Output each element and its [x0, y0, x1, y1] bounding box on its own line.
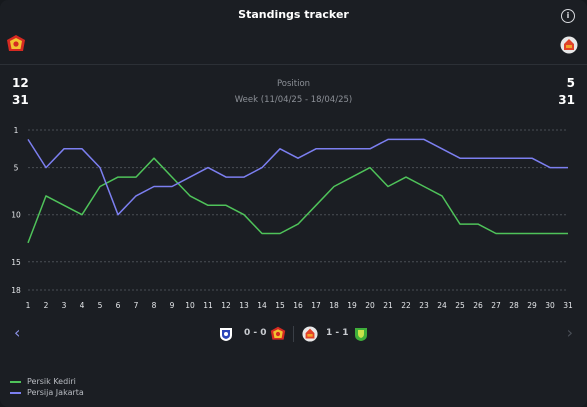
right-team-week: 31: [558, 93, 575, 107]
match-score: 0 - 0: [244, 328, 267, 338]
x-tick-label: 23: [419, 301, 429, 310]
legend-label: Persik Kediri: [27, 377, 76, 386]
right-team-current-position: 5: [566, 76, 575, 90]
previous-week-button[interactable]: ‹: [14, 323, 21, 342]
y-tick-label: 18: [11, 286, 21, 295]
chart-legend: Persik Kediri Persija Jakarta: [10, 376, 84, 398]
x-tick-label: 9: [170, 301, 175, 310]
legend-swatch: [10, 391, 21, 394]
x-tick-label: 25: [455, 301, 465, 310]
persija-jakarta-logo: [302, 326, 318, 342]
x-tick-label: 16: [293, 301, 303, 310]
x-tick-label: 30: [545, 301, 555, 310]
x-tick-label: 20: [365, 301, 375, 310]
x-tick-label: 6: [116, 301, 121, 310]
legend-label: Persija Jakarta: [27, 388, 84, 397]
left-team-week: 31: [12, 93, 29, 107]
y-tick-label: 1: [14, 126, 19, 135]
legend-item-persija: Persija Jakarta: [10, 387, 84, 398]
x-tick-label: 4: [80, 301, 85, 310]
persik-kediri-logo: [7, 35, 25, 51]
position-label: Position: [276, 79, 311, 89]
y-tick-label: 15: [11, 258, 21, 267]
x-tick-label: 28: [509, 301, 519, 310]
x-tick-label: 21: [383, 301, 393, 310]
persik-kediri-logo: [270, 326, 286, 340]
info-icon[interactable]: i: [561, 9, 575, 23]
x-tick-label: 26: [473, 301, 483, 310]
x-tick-label: 27: [491, 301, 501, 310]
next-week-button[interactable]: ›: [566, 323, 573, 342]
x-tick-label: 1: [26, 301, 31, 310]
y-tick-label: 10: [11, 211, 21, 220]
x-tick-label: 18: [329, 301, 339, 310]
week-range-label: Week (11/04/25 - 18/04/25): [234, 95, 353, 105]
x-tick-label: 10: [185, 301, 195, 310]
x-tick-label: 24: [437, 301, 447, 310]
x-tick-label: 14: [257, 301, 267, 310]
psis-logo: [220, 328, 232, 341]
x-tick-label: 31: [563, 301, 573, 310]
left-team-current-position: 12: [12, 76, 29, 90]
x-tick-label: 2: [44, 301, 49, 310]
x-tick-label: 29: [527, 301, 537, 310]
x-tick-label: 12: [221, 301, 231, 310]
series-line-persija-jakarta[interactable]: [27, 138, 568, 216]
x-tick-label: 13: [239, 301, 249, 310]
legend-item-persik: Persik Kediri: [10, 376, 84, 387]
persija-jakarta-logo: [560, 36, 578, 54]
x-tick-label: 3: [62, 301, 67, 310]
x-tick-label: 22: [401, 301, 411, 310]
x-tick-label: 7: [134, 301, 139, 310]
y-tick-label: 5: [14, 164, 19, 173]
series-line-persik-kediri[interactable]: [27, 157, 568, 244]
match-divider: [293, 326, 294, 342]
x-tick-label: 5: [98, 301, 103, 310]
x-tick-label: 11: [203, 301, 213, 310]
page-title: Standings tracker: [238, 8, 349, 21]
match-results: 0 - 0 1 - 1: [0, 322, 587, 346]
x-tick-label: 19: [347, 301, 357, 310]
header-divider: [0, 64, 587, 65]
x-tick-label: 15: [275, 301, 285, 310]
persebaya-logo: [355, 328, 367, 341]
match-score: 1 - 1: [326, 328, 349, 338]
legend-swatch: [10, 380, 21, 383]
x-tick-label: 8: [152, 301, 157, 310]
x-tick-label: 17: [311, 301, 321, 310]
